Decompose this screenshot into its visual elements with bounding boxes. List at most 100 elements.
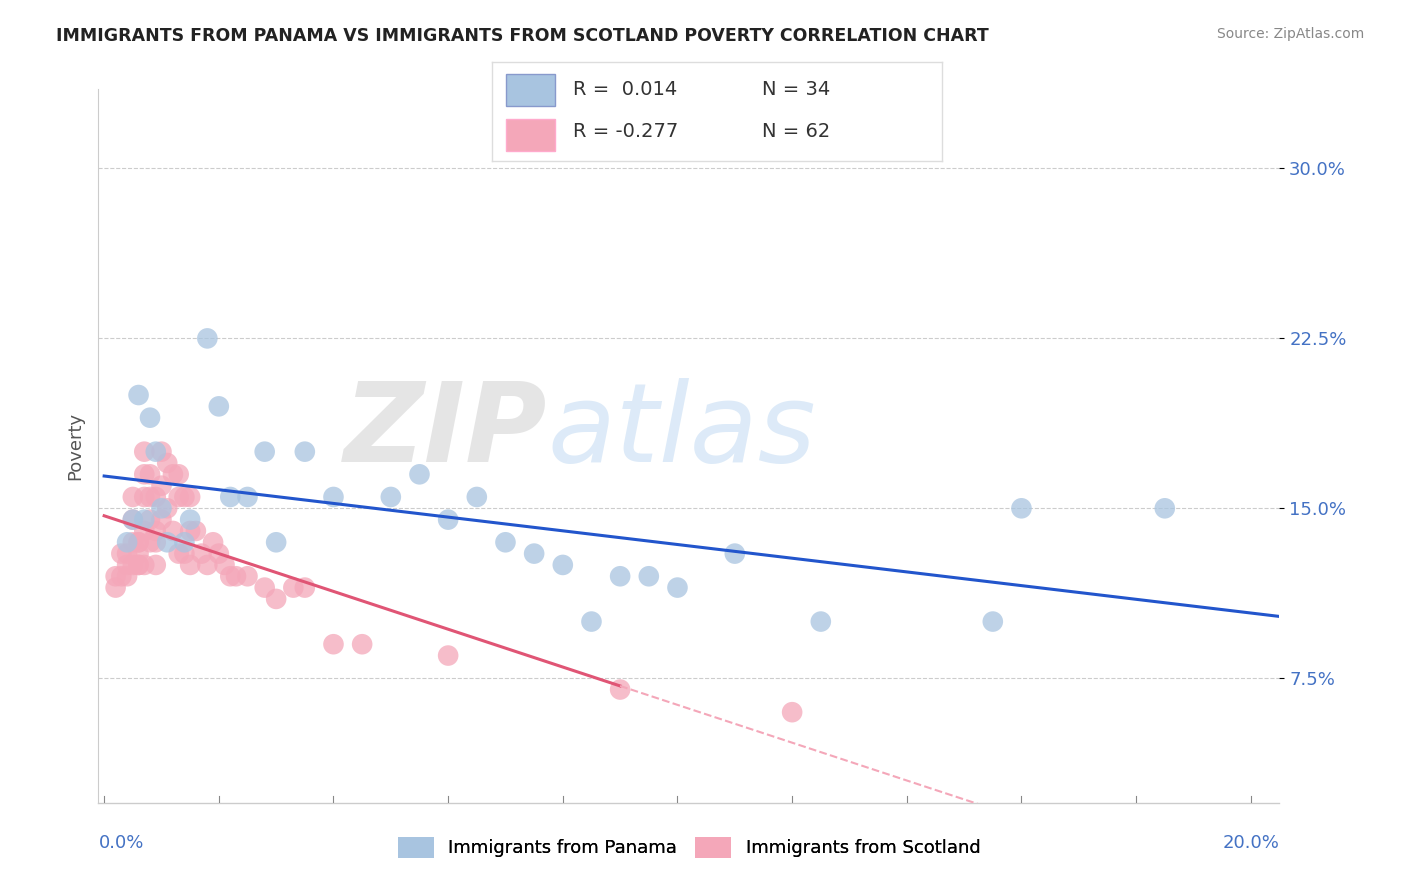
Point	[121, 558, 143, 572]
Point	[104, 581, 127, 595]
Text: R = -0.277: R = -0.277	[574, 121, 678, 141]
Text: 0.0%: 0.0%	[98, 834, 143, 852]
Point	[283, 581, 305, 595]
Point	[724, 547, 747, 561]
Point	[581, 615, 603, 629]
Point	[981, 615, 1004, 629]
Point	[173, 547, 195, 561]
Point	[134, 513, 156, 527]
Point	[139, 513, 162, 527]
Point	[437, 513, 460, 527]
Point	[253, 581, 276, 595]
Text: atlas: atlas	[547, 378, 815, 485]
Point	[128, 535, 150, 549]
Point	[167, 490, 190, 504]
Point	[134, 558, 156, 572]
Text: R =  0.014: R = 0.014	[574, 80, 678, 99]
Point	[195, 558, 218, 572]
Point	[523, 547, 546, 561]
Point	[225, 569, 247, 583]
Point	[609, 569, 631, 583]
Point	[179, 524, 201, 538]
Point	[264, 535, 287, 549]
Point	[465, 490, 488, 504]
Point	[208, 547, 231, 561]
Text: ZIP: ZIP	[343, 378, 547, 485]
Point	[1153, 501, 1175, 516]
Point	[128, 558, 150, 572]
Point	[150, 444, 173, 458]
Point	[145, 558, 167, 572]
Point	[637, 569, 659, 583]
Point	[162, 524, 184, 538]
Point	[115, 547, 138, 561]
Point	[184, 524, 207, 538]
Point	[150, 478, 173, 492]
Point	[134, 467, 156, 482]
Point	[104, 569, 127, 583]
Point	[110, 547, 132, 561]
Point	[408, 467, 430, 482]
Point	[173, 490, 195, 504]
Point	[780, 705, 803, 719]
Point	[145, 524, 167, 538]
Point	[380, 490, 402, 504]
Point	[236, 569, 259, 583]
Point	[173, 535, 195, 549]
Point	[208, 400, 231, 414]
Point	[121, 513, 143, 527]
Point	[139, 467, 162, 482]
Point	[179, 490, 201, 504]
Point	[139, 490, 162, 504]
Point	[495, 535, 517, 549]
Point	[121, 535, 143, 549]
Point	[219, 569, 242, 583]
Point	[145, 535, 167, 549]
Legend: Immigrants from Panama, Immigrants from Scotland: Immigrants from Panama, Immigrants from …	[391, 830, 987, 865]
Text: Source: ZipAtlas.com: Source: ZipAtlas.com	[1216, 27, 1364, 41]
Text: N = 62: N = 62	[762, 121, 831, 141]
Point	[294, 444, 316, 458]
Point	[134, 444, 156, 458]
Text: N = 34: N = 34	[762, 80, 831, 99]
Text: 20.0%: 20.0%	[1223, 834, 1279, 852]
Point	[214, 558, 236, 572]
Point	[437, 648, 460, 663]
Point	[190, 547, 212, 561]
Point	[156, 456, 179, 470]
Point	[322, 637, 344, 651]
Point	[167, 547, 190, 561]
Point	[551, 558, 574, 572]
Point	[115, 535, 138, 549]
Point	[609, 682, 631, 697]
Point	[322, 490, 344, 504]
Point	[134, 524, 156, 538]
Text: IMMIGRANTS FROM PANAMA VS IMMIGRANTS FROM SCOTLAND POVERTY CORRELATION CHART: IMMIGRANTS FROM PANAMA VS IMMIGRANTS FRO…	[56, 27, 988, 45]
Point	[162, 467, 184, 482]
Point	[128, 558, 150, 572]
Point	[179, 513, 201, 527]
Point	[167, 467, 190, 482]
Point	[145, 490, 167, 504]
Point	[110, 569, 132, 583]
Point	[666, 581, 689, 595]
FancyBboxPatch shape	[506, 120, 555, 151]
Point	[134, 490, 156, 504]
Point	[150, 501, 173, 516]
Point	[156, 501, 179, 516]
Point	[1011, 501, 1033, 516]
Point	[195, 331, 218, 345]
Point	[294, 581, 316, 595]
Point	[121, 513, 143, 527]
Point	[202, 535, 225, 549]
FancyBboxPatch shape	[506, 74, 555, 105]
Point	[179, 558, 201, 572]
Point	[352, 637, 374, 651]
Point	[139, 410, 162, 425]
Point	[139, 535, 162, 549]
Point	[128, 388, 150, 402]
Point	[115, 558, 138, 572]
Point	[150, 513, 173, 527]
Point	[810, 615, 832, 629]
Point	[115, 569, 138, 583]
